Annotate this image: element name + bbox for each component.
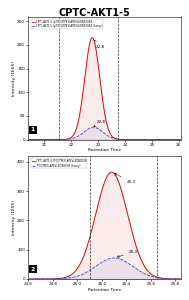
Y-axis label: Intensity (1E05): Intensity (1E05) xyxy=(12,61,16,95)
X-axis label: Retention Time: Retention Time xyxy=(88,288,122,292)
Text: 25.3: 25.3 xyxy=(115,174,136,184)
Legend: CPTC-AKT1-5 (pT)FCGTPEYLAPEVLEDNDYGRK, CPTC-AKT1-5 (pT)FCGTPEYLAPEVLEDNDYGRK (he: CPTC-AKT1-5 (pT)FCGTPEYLAPEVLEDNDYGRK, C… xyxy=(31,19,103,29)
Legend: CPTC-AKT1-5 TFCGTPEYLAPEVLEDNDYGR, TFCGTPEYLAPEVLEDNDYGR (heavy): CPTC-AKT1-5 TFCGTPEYLAPEVLEDNDYGR, TFCGT… xyxy=(31,158,87,168)
Text: 1: 1 xyxy=(31,127,35,132)
Text: 22.8: 22.8 xyxy=(94,40,105,49)
Text: 22.8: 22.8 xyxy=(94,119,106,127)
Text: 25.3: 25.3 xyxy=(117,250,138,257)
Y-axis label: Intensity (1E05): Intensity (1E05) xyxy=(12,200,16,235)
Text: 2: 2 xyxy=(31,267,35,272)
X-axis label: Retention Time: Retention Time xyxy=(88,148,122,152)
Text: CPTC-AKT1-5: CPTC-AKT1-5 xyxy=(59,8,130,17)
